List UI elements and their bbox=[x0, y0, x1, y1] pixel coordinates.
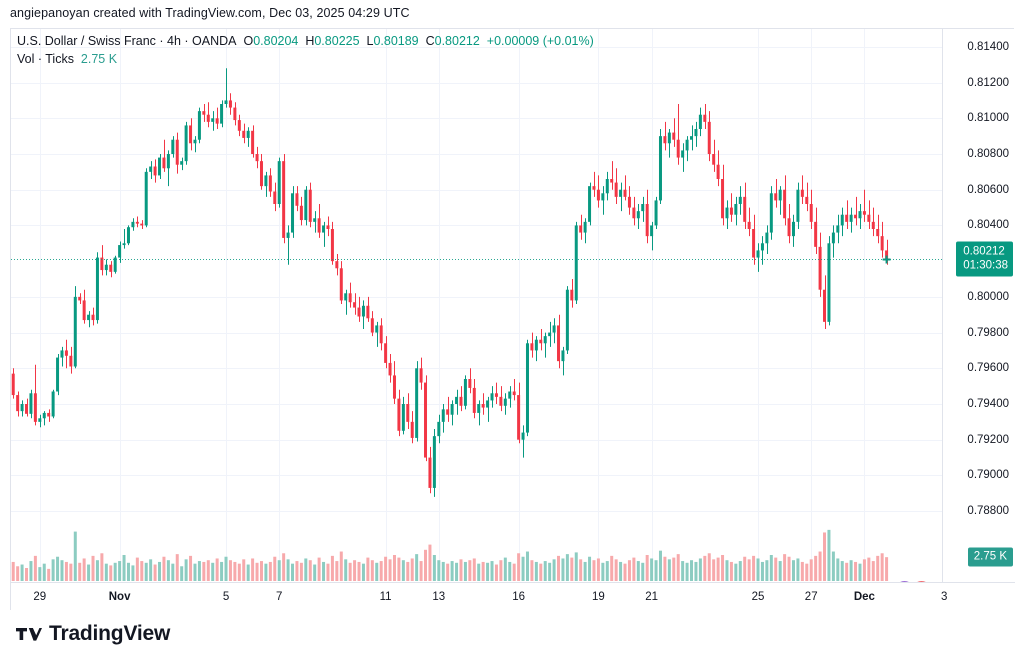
price-axis-tick: 0.81400 bbox=[967, 40, 1009, 53]
current-price-badge[interactable]: 0.80212 01:30:38 bbox=[956, 241, 1013, 277]
volume-value-badge[interactable]: 2.75 K bbox=[967, 547, 1013, 567]
grid-layer bbox=[11, 29, 942, 581]
time-axis-tick: 7 bbox=[276, 591, 283, 603]
time-axis[interactable]: 29 Nov 5 7 11 13 16 19 21 25 27 Dec 3 bbox=[11, 582, 1015, 611]
time-axis-tick: 13 bbox=[432, 591, 446, 603]
attribution-text: angiepanoyan created with TradingView.co… bbox=[10, 6, 410, 20]
time-axis-tick: 27 bbox=[804, 591, 818, 603]
time-axis-tick: 25 bbox=[751, 591, 765, 603]
time-axis-tick: 29 bbox=[33, 591, 47, 603]
price-axis-tick: 0.81200 bbox=[967, 76, 1009, 89]
price-axis-tick: 0.79000 bbox=[967, 469, 1009, 482]
current-price-value: 0.80212 bbox=[963, 245, 1005, 258]
tradingview-mark-icon bbox=[16, 627, 42, 641]
price-axis-tick: 0.80600 bbox=[967, 183, 1009, 196]
chart-frame: U.S. Dollar / Swiss Franc · 4h · OANDA O… bbox=[10, 28, 1015, 611]
price-axis-tick: 0.80800 bbox=[967, 148, 1009, 160]
time-axis-tick: 21 bbox=[645, 591, 659, 603]
price-axis-tick: 0.78800 bbox=[967, 505, 1009, 518]
bar-countdown: 01:30:38 bbox=[963, 259, 1008, 272]
price-axis[interactable]: 0.81400 0.81200 0.81000 0.80800 0.80600 0.804… bbox=[942, 29, 1015, 582]
tradingview-wordmark: TradingView bbox=[49, 622, 171, 645]
time-axis-tick: 5 bbox=[222, 591, 230, 603]
time-axis-tick: Dec bbox=[853, 591, 875, 603]
time-axis-tick: 11 bbox=[379, 591, 392, 603]
current-price-line bbox=[11, 255, 942, 264]
time-axis-tick: 16 bbox=[512, 591, 526, 603]
time-axis-tick: 19 bbox=[592, 591, 605, 603]
time-axis-tick: Nov bbox=[108, 591, 131, 603]
tradingview-logo: TradingView bbox=[16, 622, 170, 646]
price-axis-tick: 0.79800 bbox=[967, 326, 1009, 339]
candlestick-series bbox=[11, 68, 889, 497]
price-axis-tick: 0.79400 bbox=[967, 398, 1009, 410]
volume-series bbox=[11, 529, 889, 581]
price-axis-tick: 0.81000 bbox=[967, 112, 1009, 125]
price-axis-tick: 0.80400 bbox=[967, 219, 1009, 232]
time-axis-tick: 3 bbox=[941, 591, 948, 603]
chart-plot-area[interactable]: U.S. Dollar / Swiss Franc · 4h · OANDA O… bbox=[11, 29, 942, 582]
price-axis-tick: 0.79600 bbox=[967, 362, 1009, 375]
price-axis-tick: 0.80000 bbox=[967, 290, 1009, 303]
price-axis-tick: 0.79200 bbox=[967, 433, 1009, 446]
